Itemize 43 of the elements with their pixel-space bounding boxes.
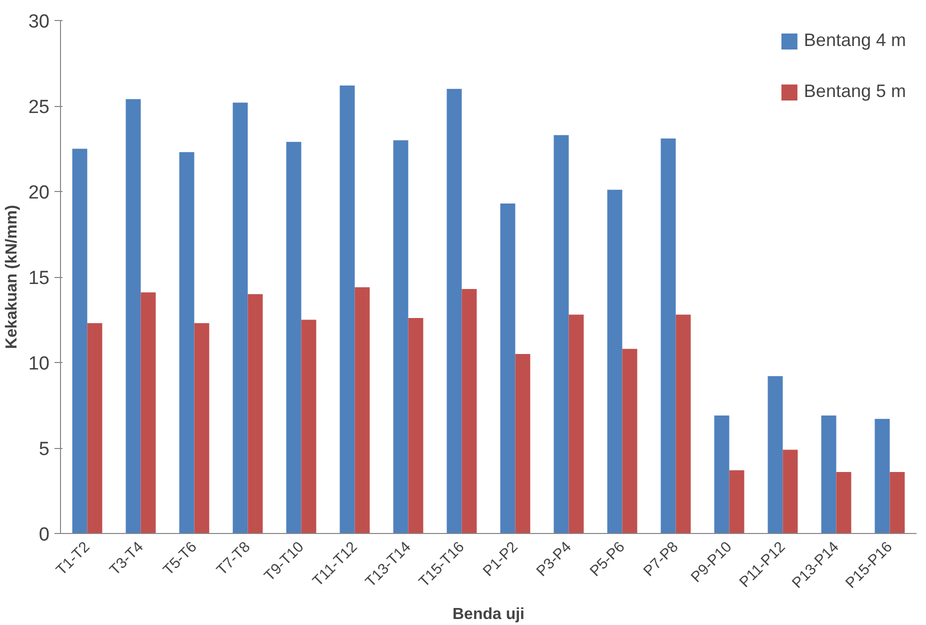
bar <box>248 294 263 534</box>
bar <box>515 354 530 534</box>
bar <box>500 203 516 534</box>
y-tick-label: 10 <box>28 354 50 374</box>
bar <box>286 142 302 534</box>
bar <box>622 348 638 534</box>
bar <box>554 135 569 534</box>
bar <box>890 472 905 534</box>
legend-label: Bentang 4 m <box>804 30 906 51</box>
bar <box>126 99 141 534</box>
bar <box>301 320 316 534</box>
bar <box>393 140 408 534</box>
x-axis-title: Benda uji <box>452 606 525 623</box>
bar <box>354 287 370 534</box>
y-axis-title: Kekakuan (kN/mm) <box>3 204 20 350</box>
bar <box>676 314 691 534</box>
bar <box>768 376 783 534</box>
bar <box>232 102 248 534</box>
legend-label: Bentang 5 m <box>804 81 906 102</box>
bar <box>782 450 798 534</box>
y-tick-label: 20 <box>28 182 50 204</box>
bar <box>462 288 477 534</box>
y-tick-label: 5 <box>38 439 50 460</box>
bar <box>446 88 462 534</box>
bar <box>179 152 194 534</box>
bar <box>874 418 890 534</box>
y-tick-label: 0 <box>38 524 50 546</box>
bar <box>729 470 744 534</box>
bar <box>72 148 88 534</box>
bar <box>87 323 102 534</box>
bar <box>194 323 210 534</box>
bar <box>714 416 730 534</box>
y-tick-label: 25 <box>28 97 50 118</box>
bar <box>836 472 852 534</box>
bar <box>568 314 584 534</box>
bar <box>821 416 836 534</box>
bar <box>660 138 676 534</box>
y-tick-label: 30 <box>28 12 50 32</box>
bar <box>408 318 424 534</box>
bar <box>607 190 622 534</box>
y-tick-label: 15 <box>28 268 50 289</box>
bar <box>340 85 355 534</box>
bar <box>140 292 156 534</box>
